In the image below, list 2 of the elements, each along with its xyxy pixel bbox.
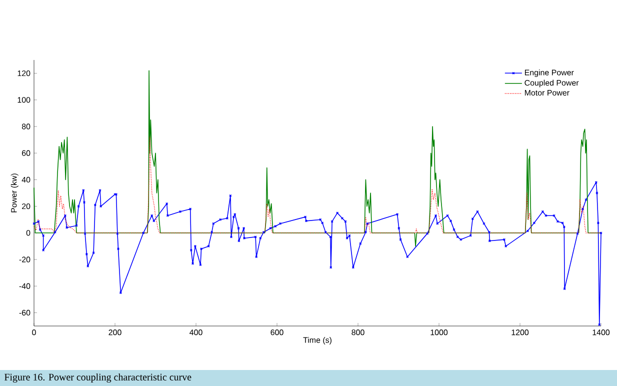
caption: Figure 16. Power coupling characteristic curve — [4, 373, 192, 383]
line-series — [34, 70, 602, 247]
